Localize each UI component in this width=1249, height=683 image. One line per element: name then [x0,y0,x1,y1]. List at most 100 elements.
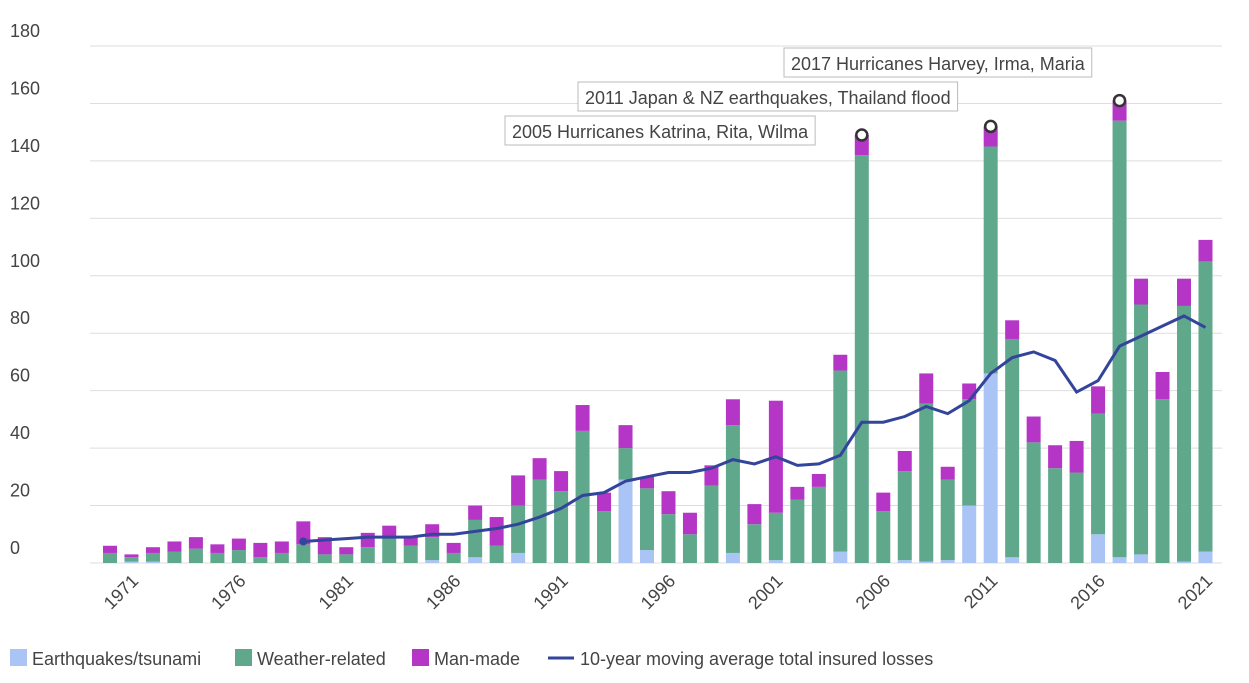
bar-segment [145,552,160,562]
bar-segment [554,491,569,563]
bar-segment [1112,557,1127,563]
legend-swatch [412,649,429,666]
bar-segment [1155,371,1170,400]
bar-segment [382,537,397,563]
annotation-box [577,81,959,112]
annotation-marker [855,128,869,142]
bar-segment [833,551,848,563]
bar-segment [1069,472,1084,563]
bar-segment [876,492,891,512]
bar-segment [446,552,461,563]
legend-swatch [10,649,27,666]
bar-segment [1091,413,1106,535]
bar-segment [403,535,418,546]
bar-segment [854,155,869,563]
bar-segment [468,505,483,520]
bar-segment [253,557,268,563]
bar-segment [468,557,483,563]
bar-segment [1026,442,1041,563]
bar-segment [446,542,461,553]
bar-segment [1005,557,1020,563]
bar-segment [167,541,182,552]
x-tick-label: 2016 [1066,571,1108,613]
annotation-text: 2017 Hurricanes Harvey, Irma, Maria [791,54,1086,74]
bar-segment [897,560,912,563]
bar-segment [188,548,203,563]
bar-segment [339,554,354,563]
y-tick-label: 100 [10,251,40,271]
bar-segment [167,551,182,563]
y-tick-label: 60 [10,366,30,386]
legend-swatch [235,649,252,666]
bar-segment [919,403,934,562]
annotation-marker [1112,93,1127,108]
moving-average-line [303,314,1207,543]
bar-segment [1177,278,1191,306]
bar-segment [940,479,955,561]
bar-segment [231,550,246,563]
x-tick-label: 2006 [852,571,894,613]
bar-segment [962,399,977,506]
y-tick-label: 120 [10,193,40,213]
x-tick-label: 2011 [960,571,1002,613]
bar-segment [210,544,225,553]
bar-segment [145,547,160,553]
y-tick-label: 20 [10,481,30,501]
bar-segment [940,560,955,563]
bar-segment [489,517,504,546]
bar-segment [682,512,697,535]
bar-segment [1005,338,1020,558]
y-tick-label: 80 [10,308,30,328]
bar-segment [1112,120,1127,558]
bar-segment [1005,320,1020,339]
bar-segment [1198,551,1213,563]
bar-segment [296,544,311,563]
bar-segment [382,525,397,538]
bar-segment [833,354,848,371]
bar-segment [188,537,203,549]
bar-segment [511,552,526,563]
bar-segment [725,399,740,426]
bar-segment [103,552,117,563]
legend-label: Earthquakes/tsunami [32,649,201,669]
bar-segment [554,471,569,492]
x-tick-label: 1986 [422,571,464,613]
x-tick-label: 1971 [100,571,142,613]
bar-segment [962,505,977,563]
legend-label: Man-made [434,649,520,669]
bar-segment [468,519,483,558]
bar-segment [274,541,289,553]
bar-segment [489,545,504,563]
bar-segment [661,491,676,515]
bar-segment [919,373,934,404]
bar-segment [339,547,354,555]
bar-segment [725,425,740,553]
bar-segment [790,486,805,500]
x-tick-label: 1991 [529,571,571,613]
bar-segment [124,557,139,562]
bar-segment [940,466,955,480]
bar-segment [1155,399,1170,563]
y-tick-label: 0 [10,538,20,558]
bar-segment [103,545,117,553]
bar-segment [532,458,547,480]
bar-segment [897,471,912,561]
bar-segment [768,512,783,561]
bar-segment [833,370,848,552]
bar-segment [1134,278,1149,305]
bar-segment [983,146,998,374]
bar-segment [1177,561,1191,563]
bar-segment [768,560,783,563]
y-tick-label: 180 [10,21,40,41]
bar-segment [790,499,805,563]
y-tick-label: 140 [10,136,40,156]
annotation-box [504,115,816,146]
x-tick-label: 2021 [1174,571,1216,613]
x-tick-label: 2001 [744,571,786,613]
y-tick-label: 40 [10,423,30,443]
bar-segment [1091,534,1106,563]
bar-segment [640,476,654,489]
bar-segment [640,550,654,563]
y-tick-label: 160 [10,78,40,98]
